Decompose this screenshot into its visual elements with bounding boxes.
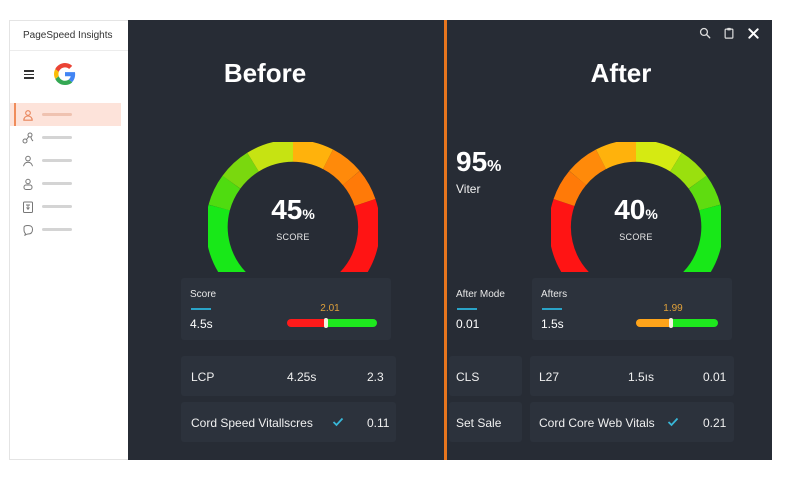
sidebar-item-person[interactable]	[10, 149, 128, 172]
sidebar-item-nodes[interactable]	[10, 126, 128, 149]
before-title: Before	[223, 58, 307, 88]
sidebar-item-label-placeholder	[42, 182, 72, 185]
accent-underline	[542, 308, 562, 310]
after-vitals-row: Cord Core Web Vitals 0.21	[530, 402, 734, 442]
afters-label: Afters	[541, 289, 568, 300]
after-mode-label: After Mode	[456, 289, 505, 300]
metric-label: CLS	[456, 370, 480, 384]
sidebar-item-label-placeholder	[42, 136, 72, 139]
metric-value: 4.25s	[287, 370, 317, 384]
before-score-gauge: 45% SCORE	[208, 142, 378, 272]
after-mode-value: 0.01	[456, 317, 480, 331]
before-score-label: SCORE	[276, 232, 310, 242]
metric-extra: 0.01	[703, 370, 727, 384]
after-big-metric: 95%	[456, 146, 502, 177]
metric-extra: 0.11	[367, 416, 390, 430]
metric-label: Set Sale	[456, 416, 502, 430]
sidebar-item-document[interactable]	[10, 195, 128, 218]
after-score-label: SCORE	[619, 232, 653, 242]
sidebar-item-label-placeholder	[42, 113, 72, 116]
after-big-metric-label: Viter	[456, 182, 481, 196]
chat-icon	[22, 224, 34, 236]
gauge-arc	[208, 142, 378, 272]
after-l27-row: L27 1.5ıs 0.01	[530, 356, 734, 396]
gauge-arc	[551, 142, 721, 272]
window-toolbar	[698, 26, 760, 40]
sidebar-item-label-placeholder	[42, 159, 72, 162]
after-score-gauge: 40% SCORE	[551, 142, 721, 272]
before-lcp-row: LCP 4.25s 2.3	[181, 356, 396, 396]
close-icon[interactable]	[746, 26, 760, 40]
check-icon	[667, 417, 679, 427]
accent-underline	[191, 308, 211, 310]
nodes-icon	[22, 132, 34, 144]
metric-extra: 0.21	[703, 416, 727, 430]
before-vitals-row: Cord Speed Vitallscres 0.11	[181, 402, 396, 442]
comparison-panel: Before 45% SCORE Score 4.5s 2.01	[128, 20, 772, 460]
sidebar-item-user[interactable]	[10, 103, 121, 126]
afters-value: 1.5s	[541, 317, 564, 331]
app-title: PageSpeed Insights	[10, 21, 128, 51]
sidebar-header	[10, 51, 128, 97]
score-label: Score	[190, 289, 217, 300]
sidebar: PageSpeed Insights	[9, 20, 128, 460]
before-score-slider[interactable]	[287, 319, 377, 327]
sidebar-item-chat[interactable]	[10, 218, 128, 241]
document-icon	[22, 201, 34, 213]
before-score-card: Score 4.5s 2.01	[181, 278, 391, 340]
slider-value: 1.99	[663, 303, 683, 314]
slider-handle[interactable]	[324, 318, 328, 328]
metric-label: LCP	[191, 370, 215, 384]
after-mode-card: After Mode 0.01	[449, 278, 524, 340]
metric-label: Cord Speed Vitallscres	[191, 416, 313, 430]
sidebar-item-label-placeholder	[42, 228, 72, 231]
sidebar-item-account[interactable]	[10, 172, 128, 195]
metric-label: L27	[539, 370, 560, 384]
slider-value: 2.01	[320, 303, 340, 314]
sidebar-item-label-placeholder	[42, 205, 72, 208]
metric-label: Cord Core Web Vitals	[539, 416, 655, 430]
afters-slider[interactable]	[636, 319, 718, 327]
after-score-value: 40%	[614, 194, 658, 225]
metric-extra: 2.3	[367, 370, 384, 384]
slider-handle[interactable]	[669, 318, 673, 328]
score-value: 4.5s	[190, 317, 213, 331]
clipboard-icon[interactable]	[722, 26, 736, 40]
after-set-sale-row: Set Sale	[449, 402, 522, 442]
after-title: After	[590, 58, 652, 88]
before-score-value: 45%	[271, 194, 315, 225]
after-cls-row: CLS	[449, 356, 522, 396]
check-icon	[332, 417, 344, 427]
sidebar-nav	[10, 103, 128, 241]
user-icon	[22, 109, 34, 121]
metric-value: 1.5ıs	[628, 370, 655, 384]
person-icon	[22, 155, 34, 167]
search-icon[interactable]	[698, 26, 712, 40]
hamburger-menu-icon[interactable]	[24, 70, 34, 79]
afters-card: Afters 1.5s 1.99	[532, 278, 732, 340]
before-after-divider[interactable]	[444, 20, 447, 460]
accent-underline	[457, 308, 477, 310]
account-icon	[22, 178, 34, 190]
google-g-logo	[54, 63, 76, 85]
